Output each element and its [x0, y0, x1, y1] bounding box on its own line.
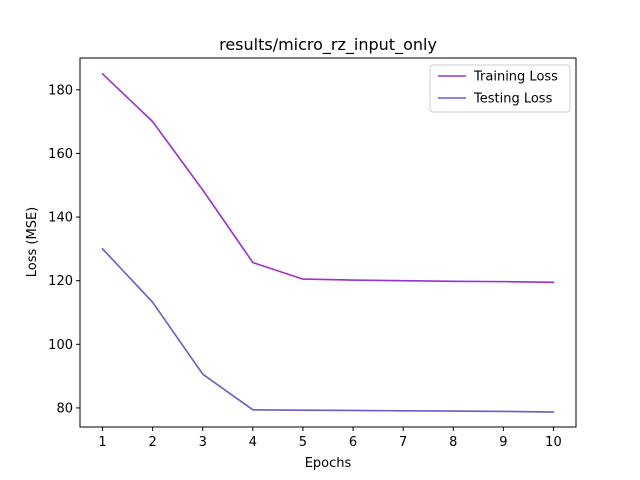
- y-tick-label: 160: [48, 147, 73, 162]
- series-line-training-loss: [101, 72, 555, 284]
- x-tick-label: 3: [199, 435, 207, 450]
- x-tick-label: 2: [149, 435, 157, 450]
- x-tick-label: 6: [349, 435, 357, 450]
- x-axis-label: Epochs: [305, 456, 352, 471]
- x-tick-label: 4: [249, 435, 257, 450]
- x-tick-label: 1: [98, 435, 106, 450]
- x-tick-label: 7: [399, 435, 407, 450]
- legend-label: Training Loss: [473, 70, 558, 85]
- chart-title: results/micro_rz_input_only: [219, 35, 437, 55]
- x-tick-label: 9: [499, 435, 507, 450]
- x-tick-label: 10: [545, 435, 562, 450]
- y-axis-label: Loss (MSE): [25, 207, 40, 277]
- y-tick-label: 120: [48, 274, 73, 289]
- y-tick-label: 80: [56, 401, 73, 416]
- y-tick-label: 180: [48, 83, 73, 98]
- x-tick-label: 8: [449, 435, 457, 450]
- legend: Training Loss Testing Loss: [429, 64, 571, 113]
- y-tick-label: 100: [48, 338, 73, 353]
- series-line-testing-loss: [101, 247, 555, 413]
- y-tick-label: 140: [48, 211, 73, 226]
- plot-area: 1 2 3 4 5 6 7 8 9 10 80 100 120 140 160 180: [48, 72, 562, 450]
- plot-frame: [79, 57, 577, 428]
- x-tick-label: 5: [299, 435, 307, 450]
- legend-label: Testing Loss: [473, 92, 553, 107]
